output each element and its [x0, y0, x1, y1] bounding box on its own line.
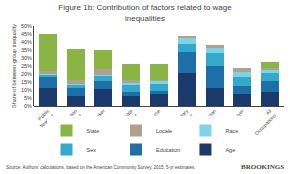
svg-text:45%: 45%	[21, 31, 32, 37]
svg-text:50%: 50%	[21, 23, 32, 29]
svg-text:Figure 1b: Contribution of fac: Figure 1b: Contribution of factors relat…	[58, 3, 232, 22]
svg-text:0%: 0%	[24, 103, 32, 109]
svg-text:AllOccupations: AllOccupations	[249, 107, 278, 136]
svg-text:Race: Race	[225, 128, 238, 134]
svg-text:Locale: Locale	[156, 128, 172, 134]
svg-text:10%: 10%	[21, 87, 32, 93]
svg-text:5%: 5%	[24, 95, 32, 101]
svg-text:30%: 30%	[21, 55, 32, 61]
svg-text:35%: 35%	[21, 47, 32, 53]
svg-text:Sex: Sex	[87, 147, 97, 153]
svg-text:State: State	[87, 128, 100, 134]
svg-text:40%: 40%	[21, 39, 32, 45]
svg-text:15%: 15%	[21, 79, 32, 85]
svg-text:Share of between-group inequal: Share of between-group inequality	[11, 24, 17, 108]
svg-text:Source: Authors' calculations,: Source: Authors' calculations, based on …	[6, 165, 196, 170]
svg-text:20%: 20%	[21, 71, 32, 77]
svg-text:25%: 25%	[21, 63, 32, 69]
svg-text:BROOKINGS: BROOKINGS	[241, 163, 284, 171]
svg-text:Age: Age	[225, 147, 235, 153]
svg-text:Education: Education	[156, 147, 180, 153]
